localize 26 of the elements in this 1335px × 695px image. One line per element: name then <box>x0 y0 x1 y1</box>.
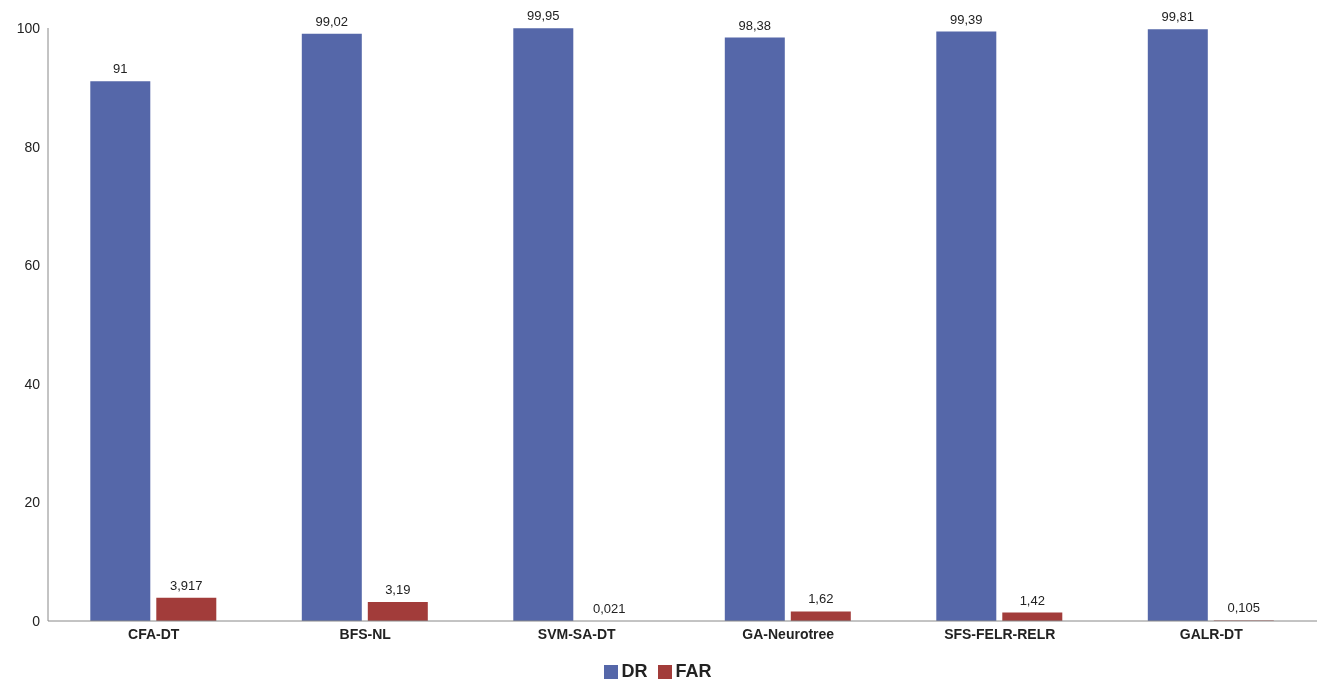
data-label: 0,021 <box>593 600 626 616</box>
y-tick-label: 0 <box>32 612 41 629</box>
data-label: 3,917 <box>170 577 203 593</box>
y-tick-label: 40 <box>24 375 41 392</box>
x-tick-label: SFS-FELR-RELR <box>944 625 1056 642</box>
y-tick-label: 80 <box>24 138 41 155</box>
data-label: 1,62 <box>808 591 834 607</box>
y-tick-label: 100 <box>16 19 41 36</box>
x-tick-label: SVM-SA-DT <box>537 625 617 642</box>
x-tick-label: GA-Neurotree <box>742 625 835 642</box>
y-tick-label: 20 <box>24 494 41 511</box>
legend-label: FAR <box>675 661 712 681</box>
data-label: 99,95 <box>527 8 560 24</box>
data-label: 3,19 <box>385 582 411 598</box>
data-label: 98,38 <box>738 17 772 33</box>
data-label: 99,81 <box>1161 9 1195 25</box>
data-label: 0,105 <box>1227 600 1261 616</box>
x-tick-label: BFS-NL <box>339 625 392 642</box>
y-tick-label: 60 <box>24 257 41 274</box>
x-tick-label: GALR-DT <box>1179 625 1244 642</box>
data-label: 99,02 <box>315 13 349 29</box>
data-label: 1,42 <box>1019 592 1045 608</box>
data-label: 99,39 <box>950 11 983 27</box>
x-tick-label: CFA-DT <box>128 625 180 642</box>
legend-label: DR <box>621 661 648 681</box>
data-label: 91 <box>113 61 128 77</box>
